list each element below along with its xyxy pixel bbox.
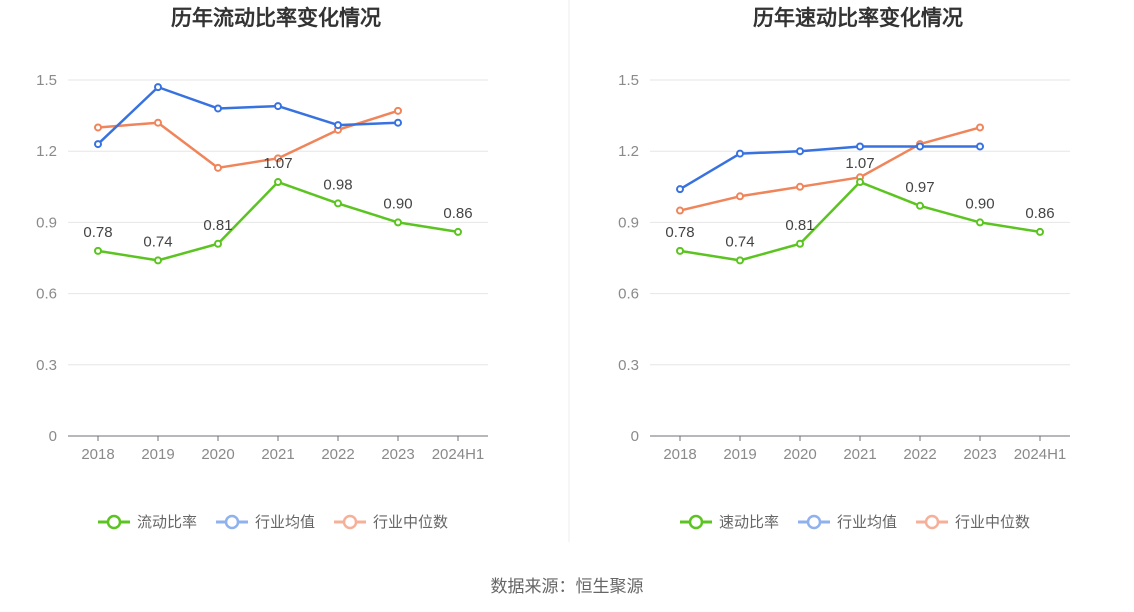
y-tick-label: 0.3 — [36, 357, 57, 374]
y-tick-label: 0.9 — [618, 214, 639, 231]
legend-marker — [688, 514, 704, 530]
legend-label-3: 行业中位数 — [373, 514, 448, 531]
data-point — [736, 192, 744, 201]
y-tick-label: 0.9 — [36, 214, 57, 231]
data-label: 0.78 — [83, 224, 112, 241]
y-tick-label: 1.2 — [36, 143, 57, 160]
y-tick-label: 1.5 — [36, 72, 57, 89]
data-point — [1036, 227, 1044, 236]
data-point — [856, 178, 864, 187]
data-point — [676, 206, 684, 215]
legend-marker — [806, 514, 822, 530]
series-line-3 — [97, 109, 399, 170]
data-point — [796, 147, 804, 156]
data-source-note: 数据来源：恒生聚源 — [490, 577, 644, 596]
series-line-2 — [679, 145, 980, 191]
data-label: 0.81 — [785, 217, 814, 234]
legend-marker — [342, 514, 358, 530]
chart-title: 历年速动比率变化情况 — [753, 6, 963, 30]
x-tick-label: 2021 — [843, 446, 876, 463]
x-tick-label: 2019 — [723, 446, 756, 463]
data-point — [394, 218, 402, 227]
x-tick-label: 2022 — [903, 446, 936, 463]
data-point — [856, 142, 864, 151]
legend-marker — [106, 514, 122, 530]
data-point — [394, 118, 402, 127]
data-point — [154, 83, 162, 92]
legend-label-2: 行业均值 — [255, 514, 315, 531]
data-label: 0.86 — [1025, 205, 1054, 222]
data-point — [94, 140, 102, 149]
data-label: 0.90 — [383, 195, 412, 212]
data-point — [736, 256, 744, 265]
x-tick-label: 2018 — [663, 446, 696, 463]
y-tick-label: 0.3 — [618, 357, 639, 374]
x-tick-label: 2022 — [321, 446, 354, 463]
data-point — [976, 218, 984, 227]
x-tick-label: 2020 — [783, 446, 816, 463]
data-point — [274, 102, 282, 111]
chart-panel-2: 历年速动比率变化情况 0 0.3 0.6 0.9 1.2 1.5 2018 2019 2020 20… — [618, 6, 1070, 531]
data-point — [976, 142, 984, 151]
data-point — [334, 199, 342, 208]
y-tick-label: 0 — [49, 428, 57, 445]
data-point — [676, 185, 684, 194]
data-point — [214, 239, 222, 248]
data-point — [214, 104, 222, 113]
data-label: 0.98 — [323, 176, 352, 193]
data-point — [154, 118, 162, 127]
y-tick-label: 0.6 — [36, 286, 57, 303]
chart-panel-1: 历年流动比率变化情况 0 0.3 0.6 0.9 1.2 1.5 2018 2019 2020 20… — [36, 6, 488, 531]
data-label: 1.07 — [263, 155, 292, 172]
chart-title: 历年流动比率变化情况 — [171, 6, 381, 30]
x-tick-label: 2023 — [381, 446, 414, 463]
data-point — [94, 246, 102, 255]
data-point — [736, 149, 744, 158]
x-tick-label: 2018 — [81, 446, 114, 463]
data-label: 1.07 — [845, 155, 874, 172]
data-label: 0.74 — [143, 233, 172, 250]
data-point — [154, 256, 162, 265]
data-label: 0.74 — [725, 233, 754, 250]
data-label: 0.81 — [203, 217, 232, 234]
series-line-2 — [97, 85, 399, 145]
data-label: 0.86 — [443, 205, 472, 222]
y-tick-label: 0.6 — [618, 286, 639, 303]
legend: 速动比率 行业均值 行业中位数 — [680, 514, 1030, 531]
data-point — [796, 182, 804, 191]
data-point — [394, 106, 402, 115]
data-label: 0.90 — [965, 195, 994, 212]
data-point — [916, 142, 924, 151]
legend-label-1: 速动比率 — [719, 514, 779, 531]
x-tick-label: 2021 — [261, 446, 294, 463]
legend-label-2: 行业均值 — [837, 514, 897, 531]
y-tick-label: 0 — [631, 428, 639, 445]
x-tick-label: 2023 — [963, 446, 996, 463]
data-point — [214, 163, 222, 172]
data-point — [94, 123, 102, 132]
x-tick-label: 2020 — [201, 446, 234, 463]
legend: 流动比率 行业均值 行业中位数 — [98, 514, 448, 531]
legend-label-3: 行业中位数 — [955, 514, 1030, 531]
y-tick-label: 1.2 — [618, 143, 639, 160]
data-point — [976, 123, 984, 132]
data-point — [454, 227, 462, 236]
y-tick-label: 1.5 — [618, 72, 639, 89]
data-label: 0.97 — [905, 179, 934, 196]
data-point — [274, 178, 282, 187]
legend-label-1: 流动比率 — [137, 514, 197, 531]
data-point — [676, 246, 684, 255]
legend-marker — [224, 514, 240, 530]
data-point — [796, 239, 804, 248]
data-point — [916, 201, 924, 210]
data-label: 0.78 — [665, 224, 694, 241]
x-tick-label: 2024H1 — [432, 446, 485, 463]
legend-marker — [924, 514, 940, 530]
data-point — [274, 154, 282, 163]
data-point — [334, 121, 342, 130]
x-tick-label: 2019 — [141, 446, 174, 463]
series-line-3 — [679, 126, 981, 212]
x-tick-label: 2024H1 — [1014, 446, 1067, 463]
